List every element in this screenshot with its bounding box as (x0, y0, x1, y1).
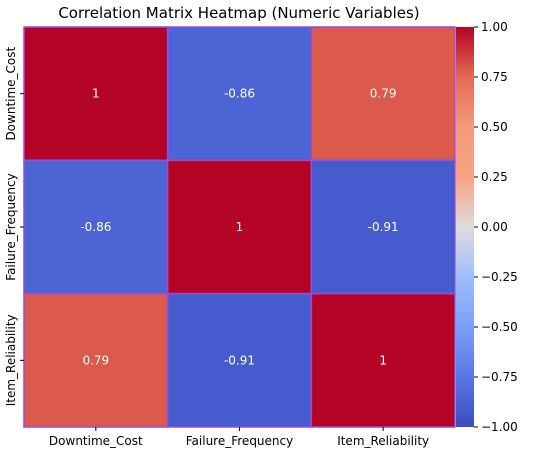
colorbar-tick-label: 1.00 (481, 20, 508, 34)
colorbar (456, 27, 474, 427)
colorbar-tick-label: 0.50 (481, 120, 508, 134)
y-axis-ticks: Downtime_Cost Failure_Frequency Item_Relia… (4, 46, 24, 406)
heatmap-cells: 1 -0.86 0.79 -0.86 1 -0.91 0.79 -0.91 1 (23, 26, 456, 428)
cell-value-label: 1 (379, 353, 387, 367)
heatmap-cell (166, 159, 313, 295)
cell-value-label: -0.86 (80, 220, 111, 234)
colorbar-tick-label: −0.50 (481, 320, 518, 334)
heatmap-cell (166, 292, 313, 428)
cell-value-label: -0.86 (224, 87, 255, 101)
cell-value-label: 1 (92, 87, 100, 101)
heatmap-cell (23, 159, 169, 295)
cell-value-label: -0.91 (368, 220, 399, 234)
colorbar-tick-label: −0.25 (481, 270, 518, 284)
cell-value-label: 0.79 (370, 87, 397, 101)
colorbar-tick-label: 0.25 (481, 170, 508, 184)
chart-title: Correlation Matrix Heatmap (Numeric Vari… (58, 4, 419, 22)
colorbar-tick-label: 0.00 (481, 220, 508, 234)
cell-value-label: 0.79 (82, 353, 109, 367)
colorbar-tick-label: 0.75 (481, 70, 508, 84)
heatmap-cell (310, 159, 456, 295)
cell-value-label: 1 (236, 220, 244, 234)
x-tick-label: Downtime_Cost (49, 434, 143, 448)
y-tick-label: Downtime_Cost (4, 46, 18, 140)
colorbar-tick-label: −0.75 (481, 370, 518, 384)
y-tick-label: Item_Reliability (4, 314, 18, 406)
heatmap-cell (310, 26, 456, 162)
cell-value-label: -0.91 (224, 353, 255, 367)
y-tick-label: Failure_Frequency (4, 173, 18, 280)
x-tick-label: Failure_Frequency (186, 434, 293, 448)
heatmap-cell (166, 26, 313, 162)
x-axis-ticks: Downtime_Cost Failure_Frequency Item_Relia… (49, 427, 429, 448)
x-tick-label: Item_Reliability (337, 434, 429, 448)
colorbar-ticks: 1.00 0.75 0.50 0.25 0.00 −0.25 −0.50 −0.75 −1.00 (474, 20, 518, 434)
colorbar-tick-label: −1.00 (481, 420, 518, 434)
heatmap-cell (23, 26, 169, 162)
